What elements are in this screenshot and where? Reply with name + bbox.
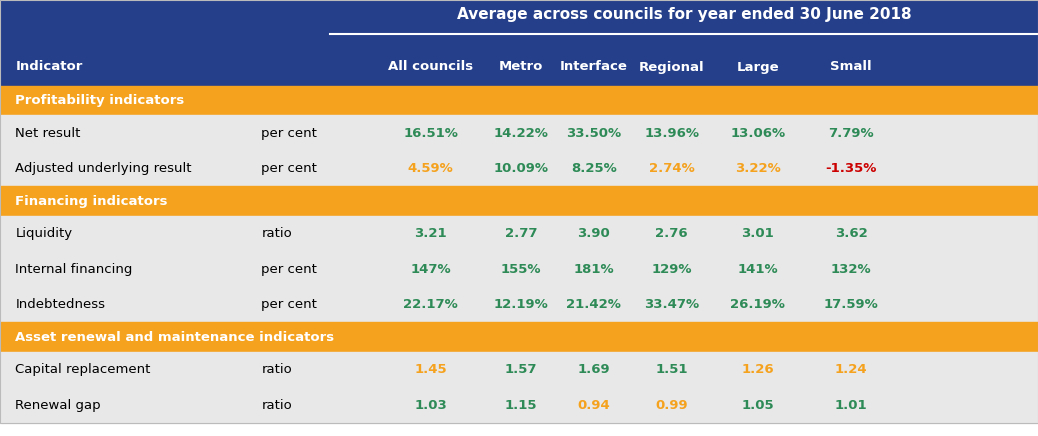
Text: 1.69: 1.69 bbox=[577, 363, 610, 376]
Text: ratio: ratio bbox=[262, 363, 292, 376]
Bar bbox=[0, 0, 1038, 48]
Text: 21.42%: 21.42% bbox=[567, 298, 621, 311]
Text: 3.22%: 3.22% bbox=[735, 162, 781, 175]
Text: Asset renewal and maintenance indicators: Asset renewal and maintenance indicators bbox=[16, 331, 334, 344]
Text: 1.45: 1.45 bbox=[414, 363, 447, 376]
Text: 14.22%: 14.22% bbox=[494, 127, 548, 140]
Text: 13.96%: 13.96% bbox=[645, 127, 699, 140]
Bar bbox=[0, 187, 1038, 216]
Bar bbox=[0, 151, 1038, 187]
Text: Adjusted underlying result: Adjusted underlying result bbox=[16, 162, 192, 175]
Text: All councils: All councils bbox=[388, 61, 473, 74]
Text: Large: Large bbox=[736, 61, 780, 74]
Bar bbox=[0, 287, 1038, 323]
Text: 155%: 155% bbox=[500, 263, 542, 276]
Text: 4.59%: 4.59% bbox=[408, 162, 454, 175]
Text: 1.05: 1.05 bbox=[741, 399, 774, 412]
Text: 1.01: 1.01 bbox=[835, 399, 868, 412]
Text: 141%: 141% bbox=[737, 263, 778, 276]
Text: Indicator: Indicator bbox=[16, 61, 83, 74]
Text: per cent: per cent bbox=[262, 263, 318, 276]
Text: Liquidity: Liquidity bbox=[16, 227, 73, 240]
Bar bbox=[0, 388, 1038, 423]
Text: Financing indicators: Financing indicators bbox=[16, 195, 168, 208]
Text: 3.01: 3.01 bbox=[741, 227, 774, 240]
Text: 1.51: 1.51 bbox=[655, 363, 688, 376]
Bar bbox=[0, 48, 1038, 86]
Bar bbox=[0, 86, 1038, 116]
Text: ratio: ratio bbox=[262, 399, 292, 412]
Text: Average across councils for year ended 30 June 2018: Average across councils for year ended 3… bbox=[457, 7, 911, 22]
Text: 7.79%: 7.79% bbox=[828, 127, 874, 140]
Text: 0.94: 0.94 bbox=[577, 399, 610, 412]
Text: 2.76: 2.76 bbox=[655, 227, 688, 240]
Text: ratio: ratio bbox=[262, 227, 292, 240]
Text: Indebtedness: Indebtedness bbox=[16, 298, 106, 311]
Text: -1.35%: -1.35% bbox=[825, 162, 877, 175]
Bar bbox=[0, 216, 1038, 252]
Text: Metro: Metro bbox=[499, 61, 543, 74]
Text: 2.77: 2.77 bbox=[504, 227, 538, 240]
Text: 17.59%: 17.59% bbox=[824, 298, 878, 311]
Text: 1.26: 1.26 bbox=[741, 363, 774, 376]
Text: 3.21: 3.21 bbox=[414, 227, 447, 240]
Text: 0.99: 0.99 bbox=[655, 399, 688, 412]
Text: 3.90: 3.90 bbox=[577, 227, 610, 240]
Text: 33.47%: 33.47% bbox=[644, 298, 700, 311]
Text: 2.74%: 2.74% bbox=[649, 162, 694, 175]
Text: per cent: per cent bbox=[262, 127, 318, 140]
Text: 10.09%: 10.09% bbox=[494, 162, 548, 175]
Text: Small: Small bbox=[830, 61, 872, 74]
Text: Interface: Interface bbox=[559, 61, 628, 74]
Text: Internal financing: Internal financing bbox=[16, 263, 133, 276]
Text: Net result: Net result bbox=[16, 127, 81, 140]
Text: 132%: 132% bbox=[830, 263, 872, 276]
Text: 1.15: 1.15 bbox=[504, 399, 538, 412]
Text: 8.25%: 8.25% bbox=[571, 162, 617, 175]
Bar bbox=[0, 116, 1038, 151]
Text: 1.24: 1.24 bbox=[835, 363, 868, 376]
Text: per cent: per cent bbox=[262, 162, 318, 175]
Text: 181%: 181% bbox=[573, 263, 614, 276]
Text: 1.57: 1.57 bbox=[504, 363, 538, 376]
Text: Profitability indicators: Profitability indicators bbox=[16, 94, 185, 107]
Text: 33.50%: 33.50% bbox=[566, 127, 622, 140]
Text: 3.62: 3.62 bbox=[835, 227, 868, 240]
Text: per cent: per cent bbox=[262, 298, 318, 311]
Text: 13.06%: 13.06% bbox=[730, 127, 786, 140]
Text: 147%: 147% bbox=[410, 263, 452, 276]
Text: Regional: Regional bbox=[638, 61, 705, 74]
Text: 26.19%: 26.19% bbox=[731, 298, 785, 311]
Bar bbox=[0, 352, 1038, 388]
Text: 1.03: 1.03 bbox=[414, 399, 447, 412]
Text: Renewal gap: Renewal gap bbox=[16, 399, 101, 412]
Text: 129%: 129% bbox=[651, 263, 692, 276]
Bar bbox=[0, 252, 1038, 287]
Bar bbox=[0, 323, 1038, 352]
Text: 22.17%: 22.17% bbox=[404, 298, 458, 311]
Text: Capital replacement: Capital replacement bbox=[16, 363, 151, 376]
Text: 16.51%: 16.51% bbox=[404, 127, 458, 140]
Text: 12.19%: 12.19% bbox=[494, 298, 548, 311]
